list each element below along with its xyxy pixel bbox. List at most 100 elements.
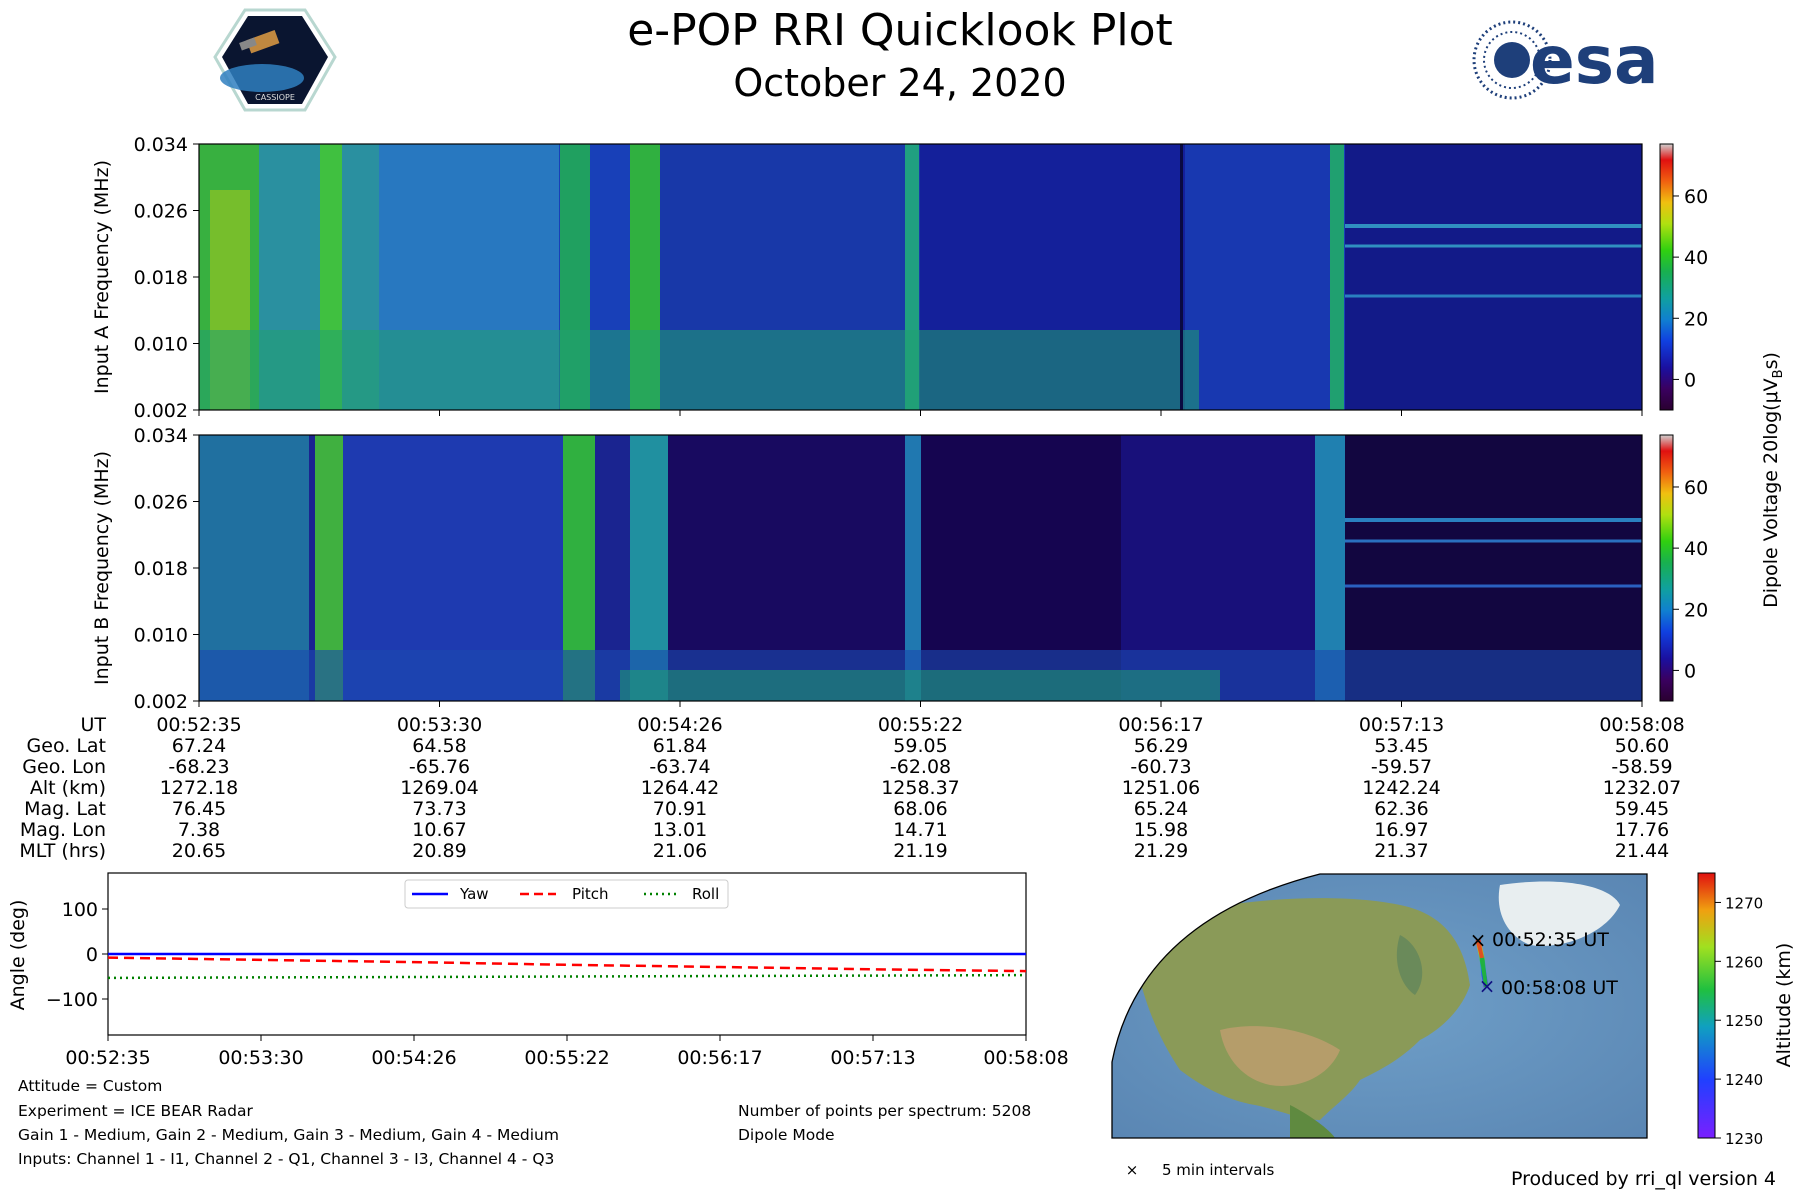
ephemeris-cell: 14.71 [893, 819, 947, 841]
colorbar-tick-label: 40 [1684, 247, 1708, 269]
attitude-y-tick-label: 100 [62, 899, 98, 921]
ephemeris-cell: 61.84 [653, 735, 707, 757]
altitude-colorbar-ticks: 1230 1240 1250 1260 1270 [1715, 894, 1763, 1148]
ephemeris-row-label: MLT (hrs) [19, 840, 106, 862]
ephemeris-row-label: Geo. Lat [27, 735, 106, 757]
attitude-x-tick-label: 00:55:22 [524, 1047, 609, 1069]
colorbar-b-ticks: 0 20 40 60 [1673, 477, 1708, 682]
ephemeris-cell: 00:52:35 [156, 714, 241, 736]
colorbar-tick-label: 0 [1684, 660, 1696, 682]
ephemeris-cell: 7.38 [178, 819, 220, 841]
ephemeris-row-label: UT [80, 714, 106, 736]
ephemeris-cell: 1258.37 [881, 777, 960, 799]
attitude-x-tick-label: 00:53:30 [218, 1047, 303, 1069]
spectrogram-b-ylabel: Input B Frequency (MHz) [91, 451, 113, 685]
attitude-y-tick-label: 0 [86, 944, 98, 966]
ephemeris-row-label: Geo. Lon [22, 756, 106, 778]
attitude-x-tick-label: 00:58:08 [983, 1047, 1068, 1069]
ephemeris-cell: 20.89 [412, 840, 466, 862]
colorbar-label: Dipole Voltage 20log(μVBs) [1760, 352, 1786, 608]
ephemeris-row-label: Mag. Lat [24, 798, 106, 820]
spectrogram-a-ylabel: Input A Frequency (MHz) [91, 160, 113, 394]
ephemeris-cell: 1242.24 [1362, 777, 1441, 799]
colorbar-label-main: Dipole Voltage 20log(μV [1760, 378, 1782, 608]
spectrogram-b-y-axis: 0.002 0.010 0.018 0.026 0.034 [134, 425, 199, 713]
produced-by: Produced by rri_ql version 4 [1511, 1168, 1776, 1190]
ephemeris-cell: 17.76 [1615, 819, 1669, 841]
cassiope-logo: CASSIOPE [213, 8, 337, 112]
ephemeris-cell: 1264.42 [641, 777, 720, 799]
info-attitude: Attitude = Custom [18, 1077, 162, 1095]
ephemeris-cell: -65.76 [409, 756, 470, 778]
y-tick-label: 0.018 [134, 267, 188, 289]
y-tick-label: 0.034 [134, 134, 188, 156]
altitude-tick-label: 1260 [1725, 953, 1763, 971]
y-tick-label: 0.010 [134, 625, 188, 647]
ephemeris-cell: 00:58:08 [1599, 714, 1684, 736]
attitude-x-tick-label: 00:52:35 [65, 1047, 150, 1069]
ephemeris-cell: 00:56:17 [1118, 714, 1203, 736]
ephemeris-cell: 21.19 [893, 840, 947, 862]
ephemeris-cell: 16.97 [1374, 819, 1428, 841]
ephemeris-cell: 1232.07 [1603, 777, 1682, 799]
ephemeris-cell: 10.67 [412, 819, 466, 841]
ephemeris-cell: 70.91 [653, 798, 707, 820]
ephemeris-cell: -58.59 [1611, 756, 1672, 778]
attitude-axes: 100 0 −100 00:52:35 00:53:30 00:54:26 00:55:22… [46, 899, 1069, 1069]
ephemeris-cell: 65.24 [1134, 798, 1188, 820]
spectrogram-b [198, 434, 1643, 702]
ephemeris-cell: -68.23 [168, 756, 229, 778]
colorbar-tick-label: 60 [1684, 186, 1708, 208]
ephemeris-cell: 1251.06 [1122, 777, 1201, 799]
ephemeris-row-label: Mag. Lon [20, 819, 106, 841]
info-points: Number of points per spectrum: 5208 [738, 1102, 1031, 1120]
ephemeris-cell: 1269.04 [400, 777, 479, 799]
attitude-ylabel: Angle (deg) [7, 900, 29, 1011]
series-pitch-line [107, 956, 1027, 973]
colorbar-tick-label: 20 [1684, 308, 1708, 330]
ephemeris-cell: 59.45 [1615, 798, 1669, 820]
start-marker: × [1470, 928, 1487, 952]
colorbar-label-end: s) [1760, 352, 1782, 369]
spectrogram-a-y-axis: 0.002 0.010 0.018 0.026 0.034 [134, 134, 199, 422]
colorbar-a-ticks: 0 20 40 60 [1673, 186, 1708, 391]
ephemeris-cell: 20.65 [172, 840, 226, 862]
ephemeris-cell: 62.36 [1374, 798, 1428, 820]
ephemeris-cell: 68.06 [893, 798, 947, 820]
legend-roll: Roll [692, 885, 719, 903]
info-inputs: Inputs: Channel 1 - I1, Channel 2 - Q1, … [18, 1150, 554, 1168]
altitude-tick-label: 1230 [1725, 1130, 1763, 1148]
altitude-colorbar-label: Altitude (km) [1773, 943, 1795, 1068]
ephemeris-cell: 50.60 [1615, 735, 1669, 757]
spectrogram-a [198, 143, 1643, 411]
plot-title: e-POP RRI Quicklook Plot [627, 5, 1173, 56]
ephemeris-cell: -62.08 [890, 756, 951, 778]
ephemeris-cell: -63.74 [649, 756, 710, 778]
ground-track-map: × × 00:52:35 UT 00:58:08 UT × 5 min inte… [1111, 873, 1648, 1179]
spectrogram-x-ticks [198, 410, 1643, 707]
ephemeris-cell: -60.73 [1130, 756, 1191, 778]
ephemeris-cell: 00:54:26 [637, 714, 722, 736]
attitude-series [107, 952, 1027, 980]
altitude-tick-label: 1240 [1725, 1071, 1763, 1089]
ephemeris-cell: 73.73 [412, 798, 466, 820]
ephemeris-cell: 64.58 [412, 735, 466, 757]
spectrogram-a-colorbar [1659, 143, 1674, 411]
y-tick-label: 0.002 [134, 400, 188, 422]
altitude-tick-label: 1250 [1725, 1012, 1763, 1030]
spectrogram-b-colorbar [1659, 434, 1674, 702]
y-tick-label: 0.034 [134, 425, 188, 447]
ephemeris-cell: 21.06 [653, 840, 707, 862]
end-marker: × [1479, 974, 1496, 998]
ephemeris-cell: 53.45 [1374, 735, 1428, 757]
ephemeris-cell: 76.45 [172, 798, 226, 820]
attitude-x-tick-label: 00:57:13 [830, 1047, 915, 1069]
y-tick-label: 0.018 [134, 558, 188, 580]
colorbar-label-sub: B [1771, 369, 1786, 378]
svg-text:CASSIOPE: CASSIOPE [255, 93, 295, 102]
ephemeris-cell: -59.57 [1371, 756, 1432, 778]
y-tick-label: 0.026 [134, 492, 188, 514]
colorbar-tick-label: 60 [1684, 477, 1708, 499]
